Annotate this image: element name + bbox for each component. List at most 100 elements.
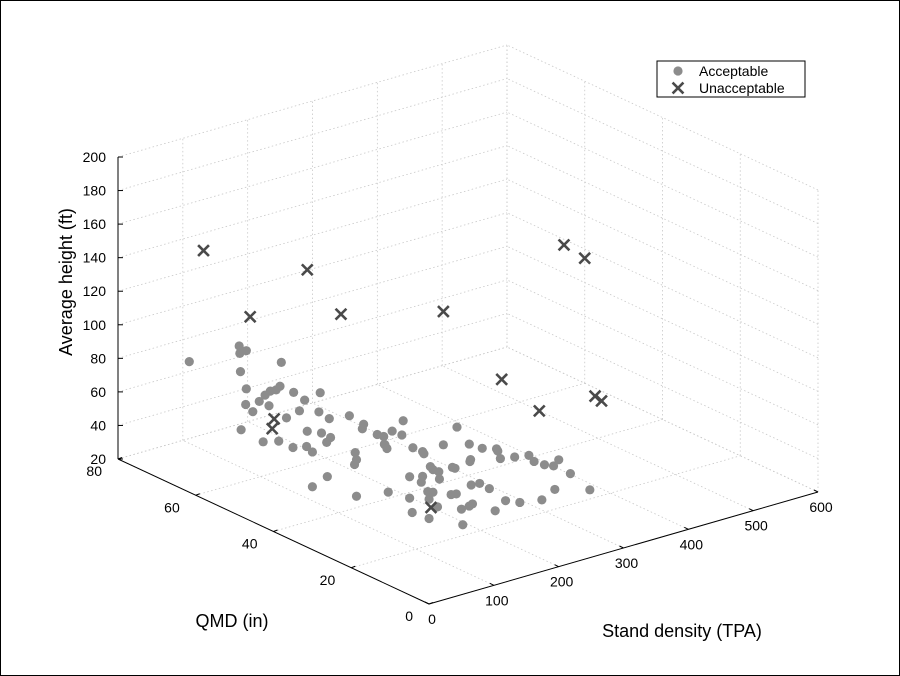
grid-line xyxy=(117,313,508,426)
grid-line xyxy=(117,111,508,225)
acceptable-point xyxy=(418,447,428,457)
unacceptable-point xyxy=(557,238,571,252)
grid-line xyxy=(117,245,508,359)
acceptable-point xyxy=(491,444,502,454)
grid-line xyxy=(117,44,508,158)
x-tick-label: 300 xyxy=(615,555,639,571)
acceptable-point xyxy=(451,489,461,499)
acceptable-point xyxy=(324,413,334,424)
acceptable-point xyxy=(294,406,305,416)
x-marker-stroke xyxy=(243,310,257,324)
grid-line xyxy=(312,402,624,549)
acceptable-point xyxy=(418,471,428,481)
acceptable-point xyxy=(550,484,560,495)
acceptable-point xyxy=(302,426,312,436)
grid-line xyxy=(247,421,559,568)
acceptable-point xyxy=(322,437,332,447)
acceptable-point xyxy=(379,439,389,449)
x-marker-stroke xyxy=(334,307,348,321)
acceptable-point xyxy=(490,506,500,516)
acceptable-point xyxy=(276,357,286,367)
y-tick xyxy=(351,565,356,569)
x-marker-stroke xyxy=(557,238,571,252)
acceptable-point xyxy=(314,407,324,417)
acceptable-point xyxy=(344,411,354,421)
acceptable-point xyxy=(428,487,438,497)
acceptable-point xyxy=(397,430,407,440)
unacceptable-point xyxy=(300,263,314,277)
grid-line xyxy=(117,78,508,191)
acceptable-point xyxy=(500,496,511,506)
acceptable-point xyxy=(258,437,268,447)
z-tick-label: 160 xyxy=(83,216,107,232)
grid-line xyxy=(195,382,585,496)
grid-line xyxy=(117,178,508,292)
acceptable-point xyxy=(495,453,505,464)
grid-line xyxy=(506,245,819,392)
acceptable-point xyxy=(288,442,298,453)
z-tick-label: 60 xyxy=(90,384,106,400)
y-tick-label: 20 xyxy=(320,572,336,588)
unacceptable-point xyxy=(495,373,509,386)
acceptable-point xyxy=(405,493,415,503)
z-tick-label: 140 xyxy=(83,250,107,266)
unacceptable-point xyxy=(437,305,450,318)
grid-line xyxy=(506,279,819,426)
x-tick-label: 200 xyxy=(550,574,574,590)
x-tick xyxy=(748,508,754,512)
grid-line xyxy=(117,346,508,460)
y-tick xyxy=(428,602,434,605)
acceptable-point xyxy=(554,455,564,465)
acceptable-point xyxy=(307,447,318,457)
z-tick-label: 180 xyxy=(83,183,107,199)
x-marker-stroke xyxy=(437,305,450,318)
points-layer xyxy=(184,238,608,530)
x-tick xyxy=(424,601,430,605)
acceptable-point xyxy=(351,491,362,501)
acceptable-point xyxy=(248,407,258,417)
x-marker-stroke xyxy=(532,404,546,418)
acceptable-point xyxy=(281,413,292,423)
grid-line xyxy=(506,44,819,191)
x-marker-stroke xyxy=(267,412,281,426)
x-marker-stroke xyxy=(671,81,685,95)
x-marker-stroke xyxy=(300,263,314,277)
x-marker-stroke xyxy=(588,389,602,403)
x-axis-label: Stand density (TPA) xyxy=(602,621,762,641)
acceptable-point xyxy=(307,482,317,492)
ticks-layer: 0100200300400500600020406080204060801001… xyxy=(83,149,833,627)
y-tick-label: 80 xyxy=(86,463,102,479)
x-marker-stroke xyxy=(495,373,509,386)
acceptable-point xyxy=(351,455,362,465)
unacceptable-point xyxy=(578,251,592,265)
x-marker-stroke xyxy=(578,251,592,265)
acceptable-point xyxy=(383,487,393,497)
x-marker-stroke xyxy=(595,394,608,408)
y-tick-label: 0 xyxy=(405,608,413,624)
acceptable-point xyxy=(467,499,478,509)
acceptable-point xyxy=(315,388,325,398)
grid-line xyxy=(117,145,508,259)
legend-unacceptable-marker xyxy=(671,81,685,95)
acceptable-point xyxy=(464,439,474,449)
grid-line xyxy=(506,178,819,325)
grid-line xyxy=(506,212,819,359)
unacceptable-point xyxy=(424,501,438,514)
legend-unacceptable-label: Unacceptable xyxy=(699,80,785,96)
x-tick-label: 500 xyxy=(744,518,768,534)
acceptable-point xyxy=(235,367,246,377)
x-marker-stroke xyxy=(424,501,438,514)
grid-line xyxy=(377,383,689,530)
z-axis-label: Average height (ft) xyxy=(56,208,76,356)
unacceptable-point xyxy=(334,307,348,321)
y-axis-label: QMD (in) xyxy=(196,611,269,631)
acceptable-point xyxy=(438,440,448,450)
grid-line xyxy=(182,439,495,586)
x-tick-label: 600 xyxy=(809,499,833,515)
acceptable-point xyxy=(524,450,534,460)
acceptable-point xyxy=(405,472,415,482)
acceptable-point xyxy=(447,462,458,472)
acceptable-point xyxy=(241,384,251,394)
